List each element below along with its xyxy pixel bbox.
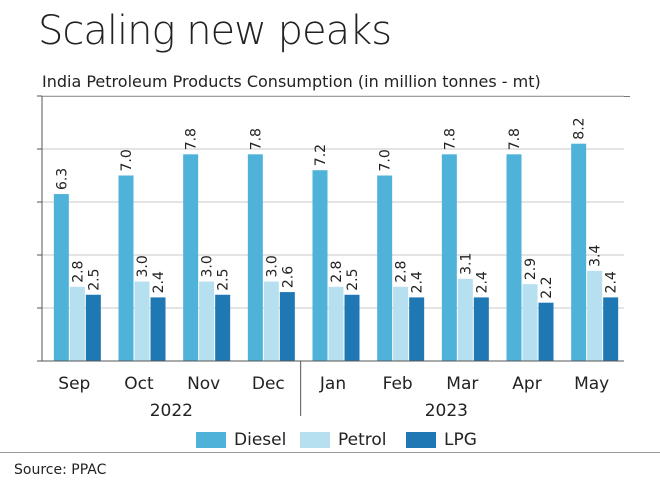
x-tick-label: Sep xyxy=(58,374,90,394)
legend-swatch-lpg xyxy=(406,432,436,448)
data-label: 2.5 xyxy=(86,268,102,290)
bar-diesel xyxy=(571,143,587,361)
data-label: 7.2 xyxy=(313,144,329,166)
bar-petrol xyxy=(457,278,473,361)
year-label: 2022 xyxy=(150,401,193,421)
data-label: 3.1 xyxy=(458,253,474,275)
chart-title: Scaling new peaks xyxy=(38,8,392,54)
bottom-rule xyxy=(0,452,660,453)
bar-diesel xyxy=(53,194,69,361)
x-tick-label: Feb xyxy=(383,374,413,394)
bar-diesel xyxy=(377,175,393,361)
data-label: 7.0 xyxy=(378,149,394,171)
bar-diesel xyxy=(247,154,263,361)
bar-petrol xyxy=(393,286,409,361)
data-label: 2.4 xyxy=(410,271,426,293)
bar-petrol xyxy=(587,270,603,361)
x-tick-label: Nov xyxy=(187,374,220,394)
data-label: 2.5 xyxy=(345,268,361,290)
data-label: 3.0 xyxy=(200,255,216,277)
bar-chart: 6.32.8 2.5Sep7.03.02.4Oct7.83.02.5Nov7.83… xyxy=(37,95,624,421)
x-tick-label: Oct xyxy=(124,374,154,394)
bar-diesel xyxy=(118,175,134,361)
bar-petrol xyxy=(522,284,538,361)
year-label: 2023 xyxy=(425,401,468,421)
bar-petrol xyxy=(328,286,344,361)
legend-swatch-petrol xyxy=(300,432,330,448)
source-note: Source: PPAC xyxy=(14,462,107,478)
bar-petrol xyxy=(263,281,279,361)
bar-lpg xyxy=(279,292,295,361)
legend: Diesel Petrol LPG xyxy=(0,430,660,454)
bar-petrol xyxy=(69,286,85,361)
data-label: 8.2 xyxy=(572,117,588,139)
legend-item-lpg: LPG xyxy=(406,430,477,450)
data-label: 2.4 xyxy=(474,271,490,293)
legend-label-petrol: Petrol xyxy=(338,430,387,450)
bar-lpg xyxy=(150,297,166,361)
legend-item-petrol: Petrol xyxy=(300,430,387,450)
bar-lpg xyxy=(538,302,554,361)
legend-label-lpg: LPG xyxy=(444,430,477,450)
data-label: 2.4 xyxy=(151,271,167,293)
bar-lpg xyxy=(409,297,425,361)
x-tick-label: Apr xyxy=(512,374,541,394)
data-label: 2.6 xyxy=(280,266,296,288)
data-label: 3.0 xyxy=(264,255,280,277)
legend-label-diesel: Diesel xyxy=(234,430,287,450)
bar-diesel xyxy=(506,154,522,361)
data-label: 7.8 xyxy=(507,128,523,150)
bar-diesel xyxy=(441,154,457,361)
x-tick-label: Dec xyxy=(252,374,285,394)
bar-petrol xyxy=(134,281,150,361)
bar-petrol xyxy=(199,281,215,361)
data-label: 2.8 xyxy=(70,261,86,283)
data-label: 2.8 xyxy=(394,261,410,283)
data-label: 2.9 xyxy=(523,258,539,280)
bar-lpg xyxy=(473,297,489,361)
data-label: 2.4 xyxy=(604,271,620,293)
data-label: 2.5 xyxy=(216,268,232,290)
data-label: 3.4 xyxy=(588,245,604,267)
bar-lpg xyxy=(215,294,231,361)
data-label: 2.8 xyxy=(329,261,345,283)
data-label: 3.0 xyxy=(135,255,151,277)
data-label: 7.0 xyxy=(119,149,135,171)
x-tick-label: Mar xyxy=(446,374,478,394)
data-label: 7.8 xyxy=(184,128,200,150)
bar-lpg xyxy=(85,294,101,361)
legend-swatch-diesel xyxy=(196,432,226,448)
chart-subtitle: India Petroleum Products Consumption (in… xyxy=(42,72,541,91)
data-label: 7.8 xyxy=(442,128,458,150)
x-tick-label: Jan xyxy=(319,374,346,394)
bar-diesel xyxy=(183,154,199,361)
data-label: 2.2 xyxy=(539,276,555,298)
bar-lpg xyxy=(344,294,360,361)
x-tick-label: May xyxy=(574,374,609,394)
bar-diesel xyxy=(312,170,328,361)
bar-lpg xyxy=(603,297,619,361)
data-label: 6.3 xyxy=(54,168,70,190)
legend-item-diesel: Diesel xyxy=(196,430,286,450)
data-label: 7.8 xyxy=(248,128,264,150)
